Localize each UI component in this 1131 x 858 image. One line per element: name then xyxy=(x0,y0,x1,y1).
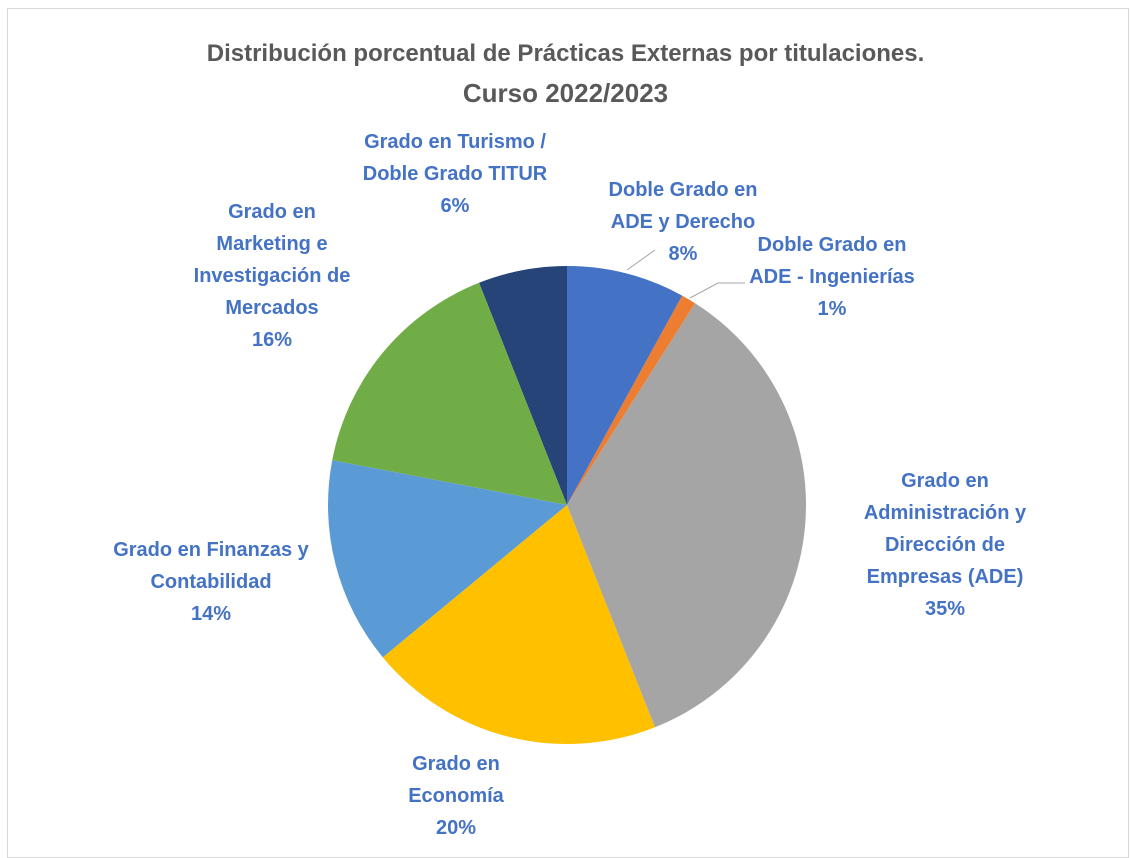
data-label: Grado en Marketing e Investigación de Me… xyxy=(185,196,360,356)
pie-slice xyxy=(479,266,567,505)
category-label: Grado en Turismo / Doble Grado TITUR xyxy=(362,131,548,185)
value-label: 14% xyxy=(190,603,232,625)
data-label: Grado en Administración y Dirección de E… xyxy=(853,465,1038,625)
pie-slice xyxy=(567,266,683,505)
value-label: 35% xyxy=(924,598,966,620)
data-label: Doble Grado en ADE y Derecho 8% xyxy=(593,174,773,270)
pie-slice xyxy=(382,505,655,744)
category-label: Grado en Finanzas y Contabilidad xyxy=(113,539,309,593)
data-label: Grado en Turismo / Doble Grado TITUR 6% xyxy=(363,126,548,222)
leader-line xyxy=(689,282,719,299)
pie-slice xyxy=(567,303,806,728)
category-label: Doble Grado en ADE y Derecho xyxy=(608,179,758,233)
value-label: 20% xyxy=(435,817,477,839)
value-label: 8% xyxy=(668,243,698,265)
pie-slice xyxy=(567,295,696,505)
value-label: 16% xyxy=(251,329,293,351)
leader-line xyxy=(626,249,656,271)
category-label: Doble Grado en ADE - Ingenierías xyxy=(749,234,915,288)
pie-slice xyxy=(332,282,567,505)
value-label: 6% xyxy=(440,195,470,217)
category-label: Grado en Administración y Dirección de E… xyxy=(863,470,1027,588)
category-label: Grado en Marketing e Investigación de Me… xyxy=(193,201,351,319)
category-label: Grado en Economía xyxy=(408,753,504,807)
chart-title: Distribución porcentual de Prácticas Ext… xyxy=(206,40,925,67)
data-label: Grado en Finanzas y Contabilidad 14% xyxy=(111,534,311,630)
data-label: Doble Grado en ADE - Ingenierías 1% xyxy=(735,229,930,325)
pie-slice xyxy=(327,460,567,658)
chart-subtitle: Curso 2022/2023 xyxy=(462,78,669,108)
value-label: 1% xyxy=(817,298,847,320)
data-label: Grado en Economía 20% xyxy=(401,748,511,844)
